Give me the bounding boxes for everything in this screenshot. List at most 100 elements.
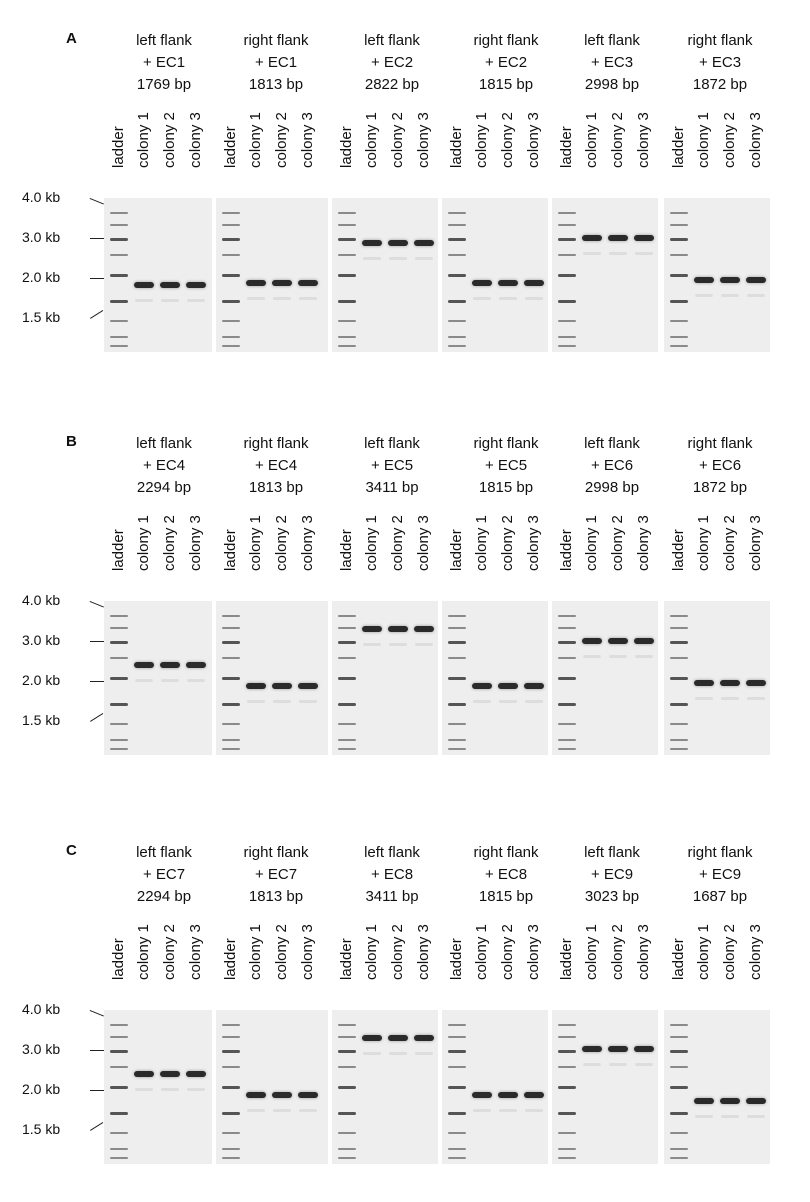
pcr-band — [362, 626, 382, 633]
ladder-band — [110, 1024, 128, 1026]
faint-band — [415, 1052, 433, 1056]
header-size: 1815 bp — [478, 76, 534, 93]
pcr-band — [414, 1035, 434, 1042]
pcr-band — [472, 1091, 492, 1098]
lane-group-header: left flank + EC6 2998 bp — [562, 433, 662, 499]
lane-label: colony 3 — [187, 515, 204, 571]
ladder-band — [338, 1024, 356, 1026]
lane-label: colony 1 — [695, 515, 712, 571]
faint-band — [635, 251, 653, 255]
ladder-band — [110, 1148, 128, 1150]
ladder-band — [222, 336, 240, 338]
header-flank: left flank — [584, 32, 640, 49]
ladder-band — [558, 212, 576, 214]
pcr-band — [298, 1091, 318, 1098]
lane-label: ladder — [338, 938, 355, 980]
lane-label: ladder — [448, 938, 465, 980]
size-marker-label: 4.0 kb — [22, 1001, 61, 1017]
pcr-band — [186, 661, 206, 668]
faint-band — [583, 1063, 601, 1067]
header-ec: + EC3 — [698, 54, 742, 71]
ladder-band — [670, 739, 688, 741]
ladder-band — [670, 274, 688, 277]
pcr-band — [524, 682, 544, 689]
lane-label: colony 1 — [583, 112, 600, 168]
faint-band — [609, 654, 627, 658]
lane-label: colony 3 — [299, 515, 316, 571]
header-size: 2294 bp — [136, 479, 192, 496]
gel-panel-b: B 4.0 kb 3.0 kb 2.0 kb 1.5 kb left flank + EC4… — [0, 433, 810, 793]
size-marker-label: 3.0 kb — [22, 228, 61, 245]
ladder-band — [670, 237, 688, 241]
lane-label: colony 3 — [525, 112, 542, 168]
size-marker-tick — [90, 309, 104, 319]
ladder-band — [222, 640, 240, 644]
ladder-band — [558, 615, 576, 617]
gel-image — [216, 198, 328, 352]
ladder-band — [670, 1024, 688, 1026]
faint-band — [273, 1108, 291, 1112]
header-size: 3411 bp — [365, 888, 419, 905]
pcr-band — [272, 1091, 292, 1098]
faint-band — [609, 251, 627, 255]
ladder-band — [222, 722, 240, 725]
faint-band — [695, 293, 713, 297]
ladder-band — [110, 345, 128, 348]
faint-band — [499, 296, 517, 300]
ladder-band — [448, 237, 466, 241]
ladder-band — [110, 626, 128, 629]
faint-band — [499, 1108, 517, 1112]
faint-band — [721, 293, 739, 297]
header-size: 1813 bp — [248, 888, 304, 905]
lane-label: colony 2 — [273, 515, 290, 571]
header-flank: right flank — [687, 435, 753, 452]
lane-label: ladder — [558, 126, 575, 168]
lane-label: ladder — [448, 529, 465, 571]
ladder-band — [222, 626, 240, 629]
ladder-band — [448, 748, 466, 751]
ladder-band — [338, 299, 356, 303]
header-size: 1813 bp — [248, 76, 304, 93]
ladder-band — [448, 1148, 466, 1150]
ladder-band — [222, 615, 240, 617]
ladder-band — [110, 702, 128, 706]
ladder-band — [110, 657, 128, 660]
ladder-band — [670, 748, 688, 751]
faint-band — [187, 298, 205, 302]
header-flank: left flank — [364, 844, 420, 861]
pcr-band — [608, 1046, 628, 1053]
lane-label: colony 2 — [499, 112, 516, 168]
ladder-band — [448, 1035, 466, 1038]
size-marker-label: 3.0 kb — [22, 631, 61, 648]
faint-band — [389, 257, 407, 261]
pcr-band — [186, 1070, 206, 1077]
pcr-band — [246, 1091, 266, 1098]
ladder-band — [110, 615, 128, 617]
lane-group-header: left flank + EC7 2294 bp — [114, 842, 214, 908]
pcr-band — [246, 682, 266, 689]
lane-group-header: left flank + EC1 1769 bp — [114, 30, 214, 96]
gel-image — [332, 601, 438, 755]
pcr-band — [498, 279, 518, 286]
ladder-band — [110, 254, 128, 257]
ladder-band — [110, 1157, 128, 1160]
lane-label: colony 2 — [609, 515, 626, 571]
gel-image — [332, 1010, 438, 1164]
lane-group-header: right flank + EC3 1872 bp — [670, 30, 770, 96]
size-marker-label: 4.0 kb — [22, 189, 61, 205]
ladder-band — [558, 1024, 576, 1026]
pcr-band — [186, 281, 206, 288]
ladder-band — [338, 1148, 356, 1150]
lane-label: colony 1 — [583, 515, 600, 571]
gel-image — [104, 1010, 212, 1164]
header-ec: + EC3 — [590, 54, 634, 71]
ladder-band — [558, 1049, 576, 1053]
ladder-band — [222, 1111, 240, 1115]
pcr-band — [694, 679, 714, 686]
header-size: 1872 bp — [692, 76, 748, 93]
gel-image — [216, 601, 328, 755]
faint-band — [609, 1063, 627, 1067]
gel-image — [664, 601, 770, 755]
ladder-band — [222, 299, 240, 303]
pcr-band — [362, 240, 382, 247]
